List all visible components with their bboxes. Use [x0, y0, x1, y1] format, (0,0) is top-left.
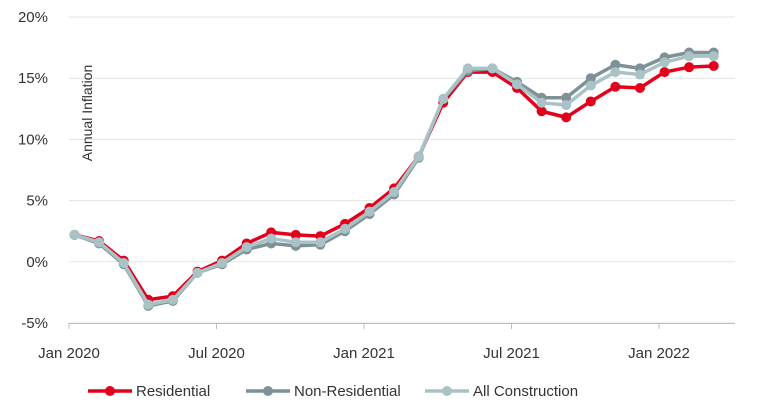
- y-axis-title: Annual Inflation: [79, 65, 95, 162]
- data-point: [610, 59, 621, 70]
- data-point: [708, 51, 719, 62]
- x-tick-label: Jul 2020: [188, 345, 245, 362]
- data-point: [339, 223, 350, 234]
- series-line: [74, 54, 714, 307]
- series-residential: [69, 60, 719, 305]
- y-tick-label: 20%: [18, 9, 48, 26]
- data-point: [364, 206, 375, 217]
- data-point: [462, 63, 473, 74]
- data-point: [413, 151, 424, 162]
- data-point: [561, 112, 572, 123]
- legend-item: All Construction: [425, 383, 578, 400]
- legend-label: Residential: [136, 383, 210, 400]
- data-point: [290, 237, 301, 248]
- data-point: [389, 187, 400, 198]
- legend-swatch-marker: [105, 386, 115, 396]
- data-point: [585, 80, 596, 91]
- data-point: [585, 96, 596, 107]
- legend-swatch-marker: [263, 386, 273, 396]
- grid: [69, 16, 735, 324]
- legend-swatch-marker: [442, 386, 452, 396]
- data-point: [290, 229, 301, 240]
- legend-label: Non-Residential: [294, 383, 401, 400]
- data-point: [94, 237, 105, 248]
- data-point: [634, 82, 645, 93]
- y-tick-label: 5%: [26, 193, 48, 210]
- data-point: [610, 81, 621, 92]
- data-point: [659, 67, 670, 78]
- data-point: [143, 299, 154, 310]
- legend-item: Residential: [88, 383, 210, 400]
- data-point: [167, 294, 178, 305]
- data-point: [69, 229, 80, 240]
- y-tick-label: -5%: [21, 315, 48, 332]
- data-point: [241, 242, 252, 253]
- legend: Residential Non-Residential All Constructi…: [88, 383, 578, 400]
- x-tick-label: Jan 2022: [628, 345, 690, 362]
- series-line: [74, 64, 714, 302]
- data-point: [512, 79, 523, 90]
- x-tick-label: Jan 2020: [38, 345, 100, 362]
- x-tick-label: Jul 2021: [483, 345, 540, 362]
- data-point: [266, 233, 277, 244]
- y-tick-label: 10%: [18, 131, 48, 148]
- data-point: [217, 258, 228, 269]
- data-point: [536, 106, 547, 117]
- y-tick-label: 15%: [18, 70, 48, 87]
- axes: 20% 15% 10% 5% 0% -5% Jan 2020 Jul 2020 Jan 2021…: [18, 9, 735, 362]
- data-point: [118, 258, 129, 269]
- legend-label: All Construction: [473, 383, 578, 400]
- data-point: [585, 73, 596, 84]
- data-point: [315, 237, 326, 248]
- data-point: [684, 62, 695, 73]
- data-point: [438, 94, 449, 105]
- data-point: [684, 51, 695, 62]
- data-point: [634, 69, 645, 80]
- series-all-construction: [69, 51, 719, 310]
- y-tick-label: 0%: [26, 254, 48, 271]
- data-point: [659, 57, 670, 68]
- data-point: [536, 97, 547, 108]
- data-point: [487, 63, 498, 74]
- data-point: [708, 60, 719, 71]
- data-point: [610, 67, 621, 78]
- data-point: [561, 92, 572, 103]
- series-group: [69, 47, 719, 311]
- legend-item: Non-Residential: [246, 383, 401, 400]
- data-point: [192, 267, 203, 278]
- x-tick-label: Jan 2021: [333, 345, 395, 362]
- data-point: [561, 100, 572, 111]
